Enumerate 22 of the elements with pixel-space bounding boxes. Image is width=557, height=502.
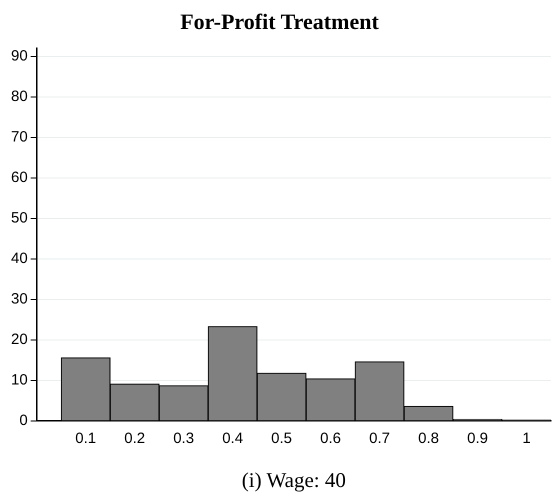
x-tick-label: 0.6 <box>320 430 342 447</box>
y-tick-label: 40 <box>10 250 28 268</box>
x-tick-label: 0.5 <box>271 430 292 447</box>
x-tick-label: 0.7 <box>369 430 390 447</box>
y-tick-label: 60 <box>10 169 28 186</box>
x-tick-label: 0.9 <box>467 430 488 447</box>
y-tick-label: 70 <box>10 128 28 146</box>
chart-title: For-Profit Treatment <box>180 8 380 34</box>
x-tick-label: 0.8 <box>418 430 439 447</box>
y-tick-label: 0 <box>19 412 28 429</box>
x-tick-label: 1 <box>522 430 531 447</box>
y-tick-label: 80 <box>10 88 28 106</box>
x-tick-label: 0.3 <box>173 430 194 447</box>
x-axis-title: (i) Wage: 40 <box>242 468 346 492</box>
y-tick-label: 30 <box>10 290 28 308</box>
y-tick-label: 90 <box>10 48 28 65</box>
x-tick-label: 0.1 <box>75 430 96 447</box>
x-tick-label: 0.2 <box>124 430 146 447</box>
y-tick-label: 50 <box>10 210 28 227</box>
x-tick-label: 0.4 <box>222 430 244 447</box>
y-tick-label: 10 <box>10 371 28 388</box>
y-tick-label: 20 <box>10 330 28 348</box>
